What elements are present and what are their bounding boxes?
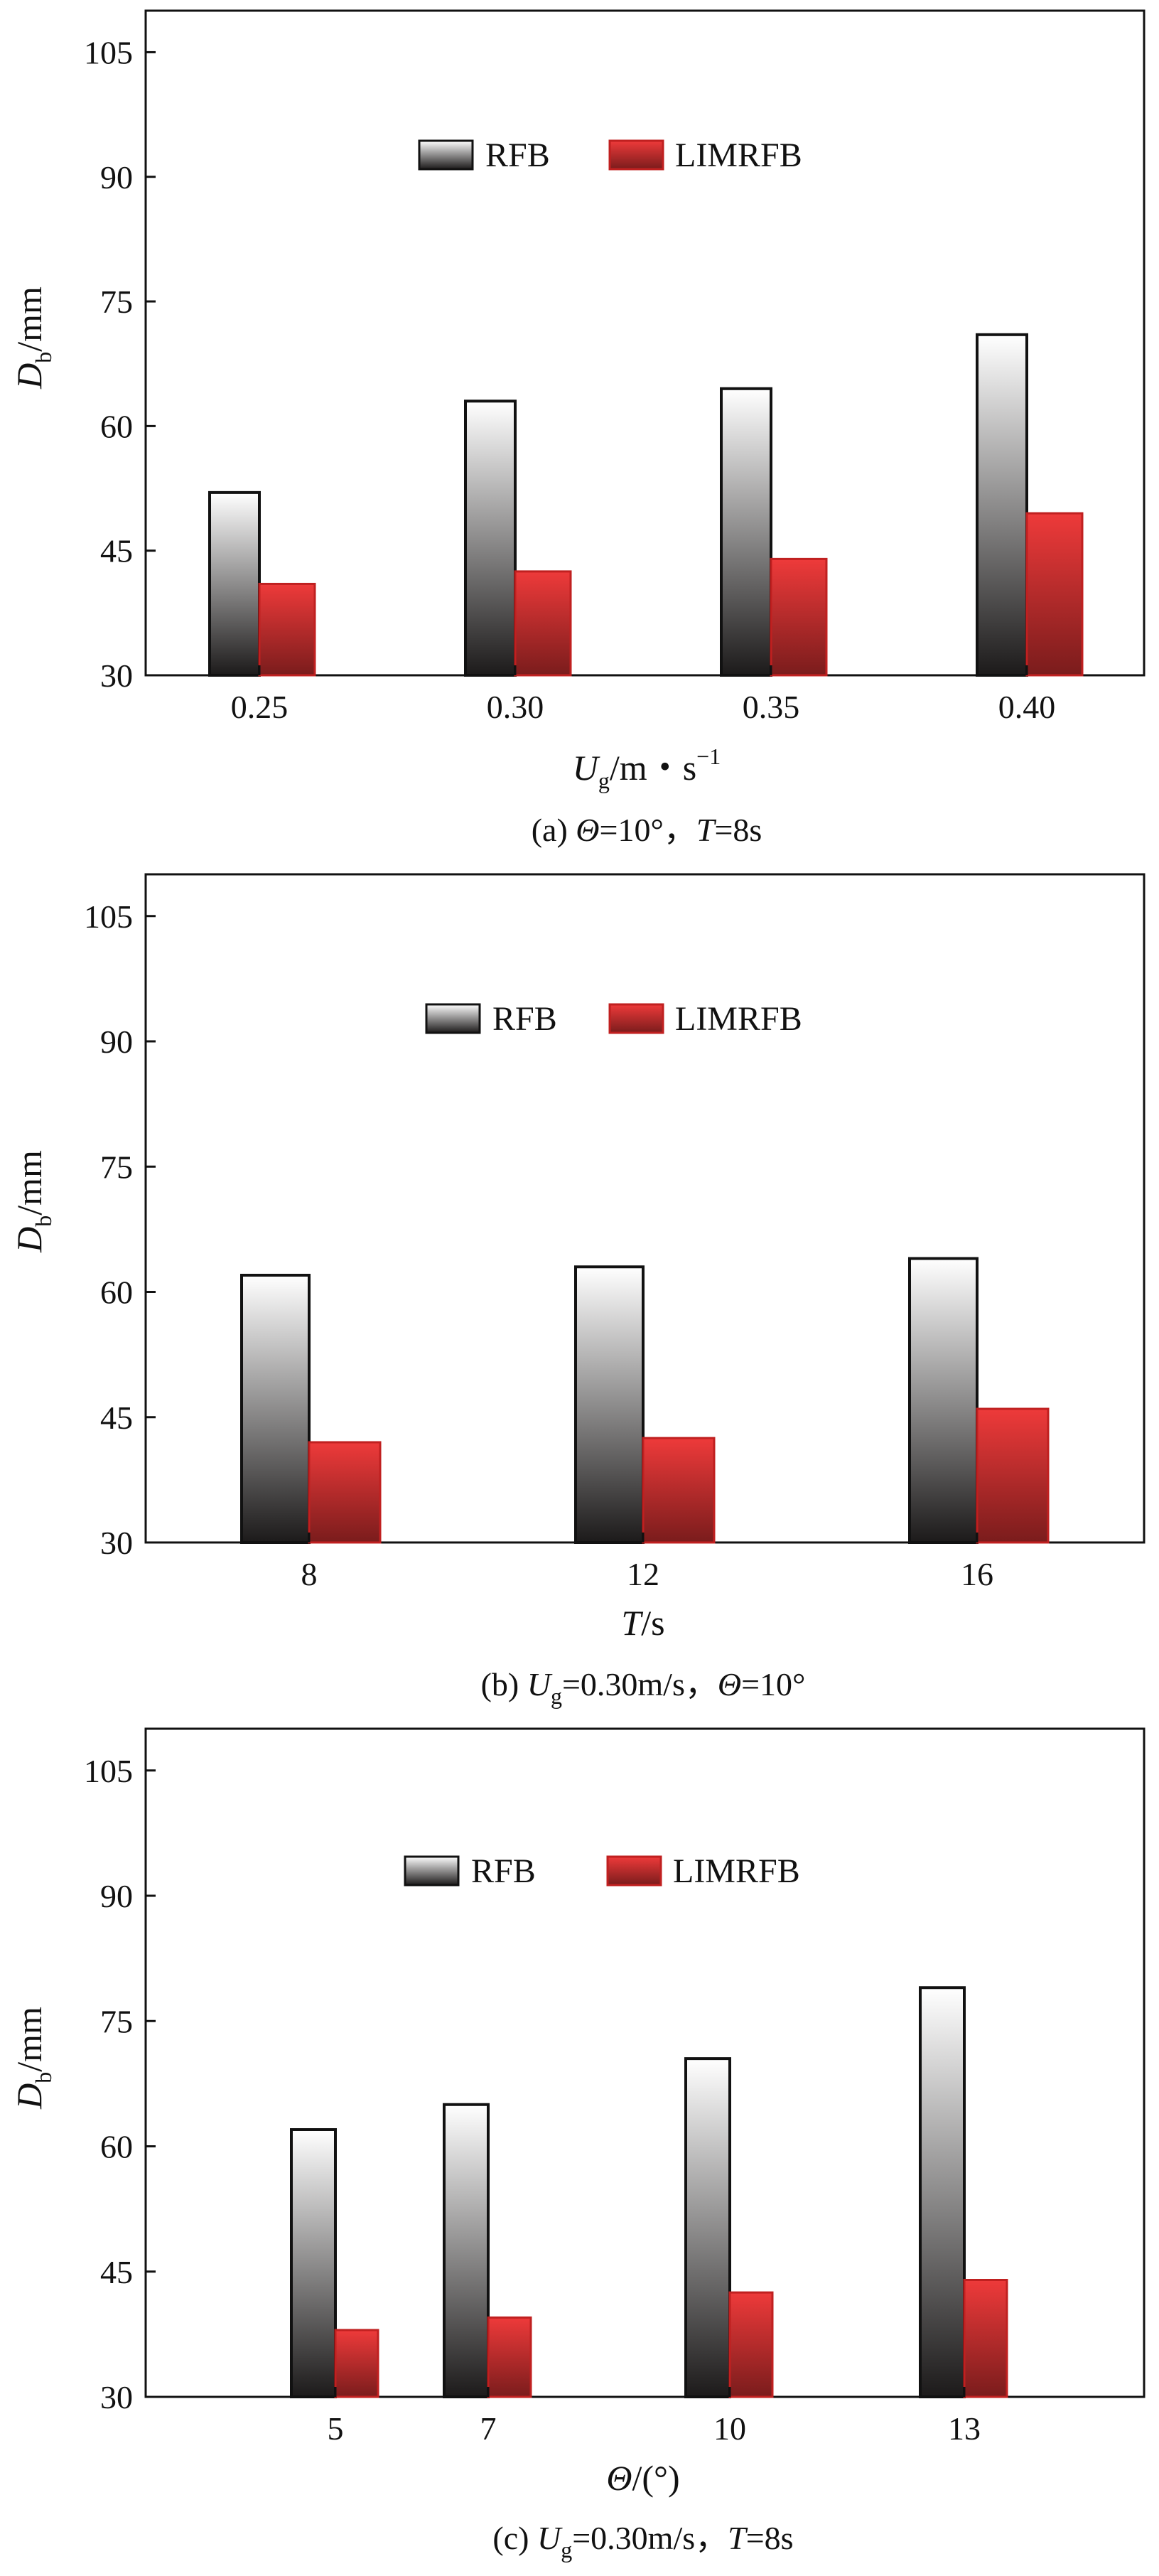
x-axis-title: Ug/m・s−1 [573, 744, 721, 793]
x-tick-label: 0.25 [231, 689, 289, 725]
y-tick-label: 30 [100, 2379, 133, 2415]
y-ticks: 30 45 60 75 90 105 [84, 898, 156, 1561]
x-axis-title: Θ/(°) [606, 2458, 679, 2498]
y-axis-title: Db/mm [9, 2007, 56, 2110]
bar-limrfb [308, 1441, 382, 1544]
y-tick-label: 60 [100, 1274, 133, 1311]
y-tick-label: 60 [100, 408, 133, 444]
legend: RFB LIMRFB [425, 1000, 802, 1038]
y-tick-label: 75 [100, 2003, 133, 2039]
legend-swatch-rfb [418, 139, 474, 171]
legend: RFB LIMRFB [418, 136, 802, 174]
bar-rfb [290, 2128, 337, 2398]
bar-limrfb [728, 2291, 774, 2398]
x-tick-label: 12 [627, 1556, 659, 1592]
bar-limrfb [976, 1407, 1050, 1544]
legend-label-limrfb: LIMRFB [675, 136, 802, 174]
y-tick-label: 75 [100, 1149, 133, 1185]
legend-label-rfb: RFB [471, 1852, 536, 1890]
x-tick-label: 16 [961, 1556, 993, 1592]
x-tick-label: 0.40 [998, 689, 1056, 725]
bar-limrfb [1025, 512, 1084, 677]
y-tick-label: 90 [100, 1024, 133, 1060]
x-tick-labels: 0.25 0.30 0.35 0.40 [231, 665, 1056, 725]
plot-frame [144, 9, 1145, 677]
y-tick-label: 30 [100, 658, 133, 694]
x-tick-labels: 8 12 16 [301, 1533, 993, 1592]
x-tick-label: 10 [713, 2410, 746, 2447]
bar-rfb [919, 1986, 966, 2398]
legend: RFB LIMRFB [404, 1852, 800, 1890]
bar-rfb [574, 1265, 645, 1544]
bars [240, 1257, 1050, 1544]
panel-a: 30 45 60 75 90 105 0.25 0.30 0.35 0.40 RFB LIMRF… [9, 9, 1145, 848]
bars [208, 333, 1084, 677]
bar-rfb [684, 2057, 731, 2398]
y-tick-label: 105 [84, 34, 133, 70]
panel-b: 30 45 60 75 90 105 8 12 16 RFB LIMRFB Db/mm T/s… [9, 873, 1145, 1709]
bar-limrfb [487, 2316, 532, 2398]
legend-swatch-limrfb [608, 139, 664, 171]
bar-limrfb [642, 1437, 716, 1544]
bar-rfb [720, 387, 772, 677]
bar-rfb [240, 1274, 311, 1544]
bar-limrfb [258, 582, 316, 677]
y-ticks: 30 45 60 75 90 105 [84, 34, 156, 694]
y-tick-label: 45 [100, 2254, 133, 2290]
x-tick-label: 7 [480, 2410, 497, 2447]
bar-rfb [976, 333, 1028, 677]
bar-rfb [443, 2103, 490, 2398]
bar-limrfb [514, 570, 572, 677]
y-axis-title: Db/mm [9, 1150, 56, 1253]
legend-swatch-rfb [425, 1003, 481, 1034]
legend-label-limrfb: LIMRFB [675, 1000, 802, 1038]
legend-swatch-limrfb [608, 1003, 664, 1034]
legend-label-rfb: RFB [492, 1000, 557, 1038]
bar-limrfb [334, 2329, 379, 2398]
legend-label-rfb: RFB [485, 136, 550, 174]
bar-rfb [464, 399, 517, 677]
bar-rfb [208, 490, 261, 677]
y-axis-title: Db/mm [9, 286, 56, 390]
x-tick-label: 8 [301, 1556, 318, 1592]
y-tick-label: 30 [100, 1525, 133, 1561]
caption: (a) Θ=10°，T=8s [532, 812, 762, 848]
legend-swatch-limrfb [606, 1855, 662, 1887]
y-tick-label: 90 [100, 1878, 133, 1914]
y-tick-label: 105 [84, 898, 133, 935]
bars [290, 1986, 1008, 2398]
bar-limrfb [770, 557, 828, 677]
y-tick-label: 45 [100, 1400, 133, 1436]
y-tick-label: 90 [100, 159, 133, 195]
x-axis-title: T/s [621, 1603, 664, 1643]
x-tick-labels: 5 7 10 13 [328, 2387, 981, 2447]
x-tick-label: 0.30 [487, 689, 544, 725]
panel-c: 30 45 60 75 90 105 5 7 10 13 RFB LIMRFB Db/mm Θ/… [9, 1727, 1145, 2562]
y-ticks: 30 45 60 75 90 105 [84, 1753, 156, 2415]
y-tick-label: 105 [84, 1753, 133, 1789]
plot-frame [144, 1727, 1145, 2398]
y-tick-label: 75 [100, 284, 133, 320]
y-tick-label: 45 [100, 533, 133, 569]
x-tick-label: 0.35 [743, 689, 800, 725]
y-tick-label: 60 [100, 2129, 133, 2165]
legend-swatch-rfb [404, 1855, 460, 1887]
bar-limrfb [963, 2279, 1008, 2398]
legend-label-limrfb: LIMRFB [673, 1852, 800, 1890]
x-tick-label: 5 [328, 2410, 344, 2447]
bar-rfb [908, 1257, 979, 1544]
caption: (c) Ug=0.30m/s，T=8s [492, 2520, 793, 2562]
x-tick-label: 13 [948, 2410, 981, 2447]
caption: (b) Ug=0.30m/s，Θ=10° [481, 1666, 806, 1709]
